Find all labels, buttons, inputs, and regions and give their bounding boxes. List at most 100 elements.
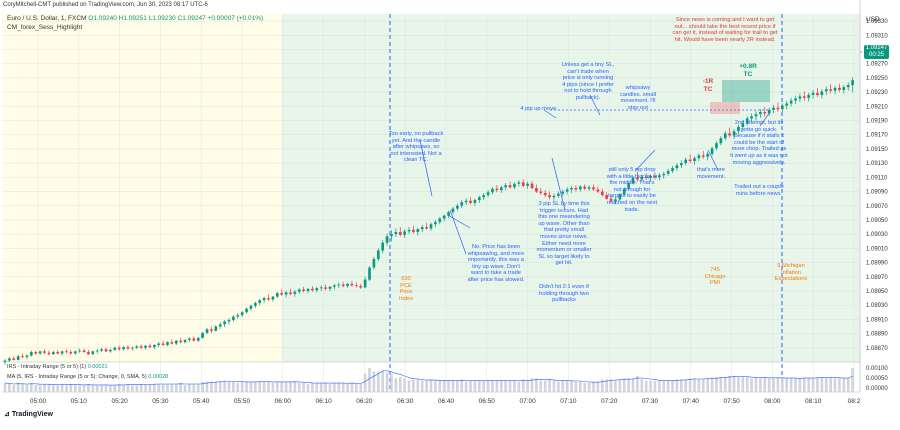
candle-body xyxy=(789,100,793,104)
irs-bar xyxy=(767,378,771,392)
irs-bar xyxy=(750,378,753,392)
irs-bar xyxy=(275,381,279,392)
loss-zone-box xyxy=(710,102,740,114)
annotation-arrow xyxy=(551,157,566,211)
candle-body xyxy=(271,296,275,300)
price-tick-label: 1.09130 xyxy=(866,161,888,167)
irs-bar xyxy=(596,381,600,392)
time-tick-label: 05:30 xyxy=(152,398,169,405)
irs-bar xyxy=(311,382,314,392)
candle-body xyxy=(218,324,222,327)
irs-bar xyxy=(376,371,380,392)
candle-body xyxy=(210,329,213,331)
annotation-unless-tiny-sl: Unless get a tiny SL, can't trade when p… xyxy=(561,62,615,101)
irs-bar xyxy=(570,380,573,392)
candle-body xyxy=(60,351,64,354)
candle-body xyxy=(240,312,244,316)
irs-bar xyxy=(789,378,793,392)
chart-legend: Euro / U.S. Dollar, 1, FXCM O1.09240 H1.… xyxy=(7,14,263,32)
irs-bar xyxy=(8,384,11,392)
candle-body xyxy=(772,107,775,110)
irs-bar xyxy=(473,380,477,392)
price-tick-label: 1.09270 xyxy=(866,62,888,68)
time-tick-label: 05:00 xyxy=(30,398,47,405)
irs-bar xyxy=(227,381,231,392)
candle-body xyxy=(126,347,130,349)
irs-bar xyxy=(640,379,644,392)
irs-bar xyxy=(495,380,499,392)
irs-bar xyxy=(442,380,446,392)
irs-bar xyxy=(51,385,55,392)
candle-body xyxy=(135,346,139,348)
irs-bar xyxy=(82,385,86,392)
candle-body xyxy=(846,85,850,88)
irs-bar xyxy=(824,378,828,392)
irs-bar xyxy=(144,384,147,392)
irs-bar xyxy=(565,380,569,392)
irs-bar xyxy=(438,380,442,392)
annotation-3-pip-sl: 3 pip SL by time this trigger occurs. Ha… xyxy=(536,201,592,267)
irs-bar xyxy=(359,384,363,392)
candle-body xyxy=(38,351,42,354)
irs-bar xyxy=(131,385,134,392)
candle-body xyxy=(403,231,406,235)
candle-body xyxy=(232,316,235,321)
candle-body xyxy=(131,347,134,349)
candle-body xyxy=(548,195,551,198)
irs-bar xyxy=(337,382,341,392)
candle-body xyxy=(750,116,753,119)
time-tick-label: 06:40 xyxy=(438,398,455,405)
irs-bar xyxy=(631,378,635,392)
irs-bar xyxy=(456,380,459,392)
irs-bar xyxy=(636,376,639,392)
irs-bar xyxy=(341,382,345,392)
irs-bar xyxy=(262,381,266,392)
irs-bar xyxy=(280,381,283,392)
candle-body xyxy=(579,186,582,190)
bar-countdown: 00:25 xyxy=(868,52,884,58)
candle-body xyxy=(297,289,301,292)
irs-bar xyxy=(675,379,679,392)
time-tick-label: 05:10 xyxy=(71,398,88,405)
irs-bar xyxy=(491,380,494,392)
irs-bar xyxy=(157,384,161,392)
candle-body xyxy=(196,337,200,341)
candle-body xyxy=(122,347,125,350)
irs-bar xyxy=(499,380,503,392)
irs-bar xyxy=(223,380,226,392)
candle-body xyxy=(807,94,811,98)
irs-bar xyxy=(807,378,811,392)
irs-bar xyxy=(56,385,60,392)
candle-body xyxy=(359,286,363,288)
candle-body xyxy=(794,98,797,101)
irs-bar xyxy=(710,377,714,392)
candle-body xyxy=(319,287,323,289)
price-tick-label: 1.09190 xyxy=(866,119,888,125)
irs-bar xyxy=(192,384,196,392)
irs-indicator-legend[interactable]: IRS - Intraday Range (5 or 5) (1) 0.0002… xyxy=(7,364,108,370)
candle-body xyxy=(170,342,174,344)
time-tick-label: 05:50 xyxy=(234,398,251,405)
candle-body xyxy=(148,345,152,348)
candle-body xyxy=(745,118,749,124)
candle-body xyxy=(737,126,740,132)
irs-bar xyxy=(3,382,7,392)
ma-indicator-legend[interactable]: MA (5, IRS - Intraday Range (5 or 5): Ch… xyxy=(7,374,168,380)
time-tick-label: 05:20 xyxy=(111,398,128,405)
tradingview-logo[interactable]: ⊿ TradingView xyxy=(4,410,53,418)
study-name[interactable]: CM_forex_Sess_Highlight xyxy=(7,24,83,31)
candle-body xyxy=(254,303,257,306)
irs-bar xyxy=(802,377,806,392)
candle-body xyxy=(201,332,204,338)
irs-bar xyxy=(236,382,240,392)
candle-body xyxy=(82,350,86,353)
irs-bar xyxy=(662,380,666,392)
symbol-name[interactable]: Euro / U.S. Dollar, 1, FXCM xyxy=(7,15,87,22)
price-tick-label: 1.09070 xyxy=(866,204,888,210)
candle-body xyxy=(78,350,81,352)
irs-bar xyxy=(196,384,200,392)
irs-bar xyxy=(249,381,253,392)
irs-bar xyxy=(772,378,775,392)
